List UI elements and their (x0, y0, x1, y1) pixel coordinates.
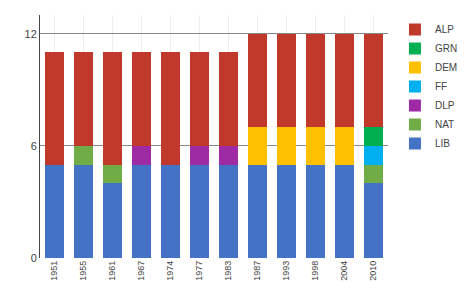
svg-text:1955: 1955 (78, 261, 88, 281)
svg-text:2010: 2010 (368, 261, 378, 281)
svg-text:1987: 1987 (252, 261, 262, 281)
svg-text:1983: 1983 (223, 261, 233, 281)
svg-text:1993: 1993 (281, 261, 291, 281)
svg-text:DEM: DEM (435, 62, 457, 73)
svg-text:1974: 1974 (165, 261, 175, 281)
svg-text:NAT: NAT (435, 119, 454, 130)
svg-text:1961: 1961 (107, 261, 117, 281)
svg-text:6: 6 (31, 140, 37, 152)
svg-text:1998: 1998 (310, 261, 320, 281)
svg-text:12: 12 (25, 28, 37, 40)
svg-text:DLP: DLP (435, 100, 455, 111)
svg-text:1967: 1967 (136, 261, 146, 281)
svg-text:LIB: LIB (435, 138, 450, 149)
svg-text:ALP: ALP (435, 24, 454, 35)
svg-text:0: 0 (31, 252, 37, 264)
svg-text:1951: 1951 (49, 261, 59, 281)
svg-text:FF: FF (435, 81, 447, 92)
svg-text:2004: 2004 (339, 261, 349, 281)
svg-text:GRN: GRN (435, 43, 457, 54)
svg-text:1977: 1977 (194, 261, 204, 281)
